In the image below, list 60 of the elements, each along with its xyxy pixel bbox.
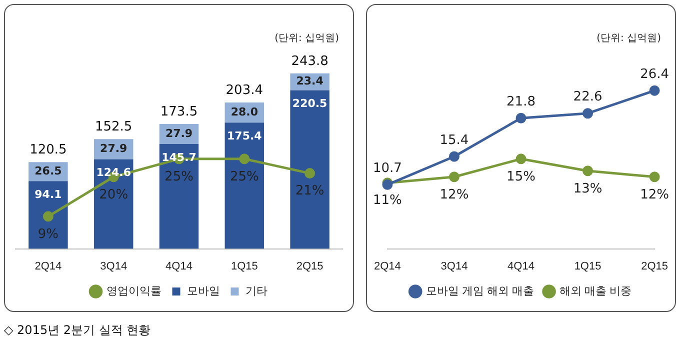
- data-label: 13%: [573, 181, 602, 196]
- data-label: 22.6: [573, 90, 602, 105]
- x-tick-label: 3Q14: [100, 260, 128, 272]
- text: (단위: 십억원): [274, 32, 339, 45]
- legend-label: 영업이익률: [106, 286, 162, 298]
- legend-label: 모바일 게임 해외 매출: [426, 286, 534, 298]
- data-label: 26.4: [640, 66, 670, 82]
- data-label: 10.7: [372, 161, 402, 176]
- x-tick-label: 2Q15: [641, 260, 668, 272]
- point: [304, 168, 316, 179]
- point: [239, 154, 250, 164]
- data-label: 26.5: [34, 164, 62, 178]
- data-label: 15%: [506, 169, 536, 184]
- point: [42, 211, 54, 222]
- data-label: 11%: [373, 193, 402, 208]
- total-label: 203.4: [226, 82, 264, 98]
- bar: [224, 122, 264, 249]
- text: (단위: 십억원): [596, 32, 661, 45]
- bar: [94, 159, 134, 249]
- total-label: 120.5: [30, 142, 67, 158]
- x-tick-label: 4Q14: [166, 260, 192, 272]
- data-label: 12%: [440, 187, 469, 202]
- x-tick-label: 4Q14: [508, 260, 534, 272]
- x-tick-label: 2Q14: [34, 260, 62, 272]
- data-label: 25%: [164, 169, 194, 184]
- data-label: 21%: [295, 184, 324, 199]
- point: [516, 112, 526, 124]
- data-label: 9%: [38, 226, 59, 242]
- data-label: 23.4: [296, 74, 324, 88]
- data-label: 145.7: [162, 150, 196, 164]
- x-tick-label: 2Q14: [374, 260, 401, 272]
- x-tick-label: 3Q14: [440, 260, 468, 272]
- x-tick-label: 1Q15: [230, 260, 258, 272]
- point: [448, 151, 460, 162]
- legend-label: 해외 매출 비중: [560, 286, 632, 298]
- point: [582, 108, 594, 119]
- data-label: 15.4: [440, 132, 469, 148]
- legend-label: 기타: [245, 286, 268, 298]
- bar: [290, 90, 330, 249]
- data-label: 27.9: [165, 126, 193, 140]
- bar: [159, 144, 199, 249]
- legend-label: 모바일: [186, 286, 220, 298]
- data-label: 20%: [99, 187, 128, 202]
- point: [649, 85, 660, 96]
- data-label: 175.4: [227, 130, 262, 143]
- data-label: 25%: [230, 169, 259, 184]
- total-label: 243.8: [291, 54, 328, 69]
- data-label: 94.1: [34, 188, 62, 201]
- data-label: 27.9: [100, 142, 128, 156]
- x-tick-label: 1Q15: [574, 260, 602, 272]
- total-label: 173.5: [160, 104, 198, 120]
- data-label: 12%: [640, 187, 669, 202]
- total-label: 152.5: [94, 119, 132, 134]
- data-label: 220.5: [292, 97, 328, 110]
- data-label: 21.8: [506, 94, 536, 110]
- text: ◇ 2015년 2분기 실적 현황: [4, 322, 151, 339]
- x-tick-label: 2Q15: [296, 260, 324, 272]
- data-label: 28.0: [230, 105, 258, 118]
- data-label: 124.6: [96, 166, 132, 180]
- bar: [28, 181, 68, 249]
